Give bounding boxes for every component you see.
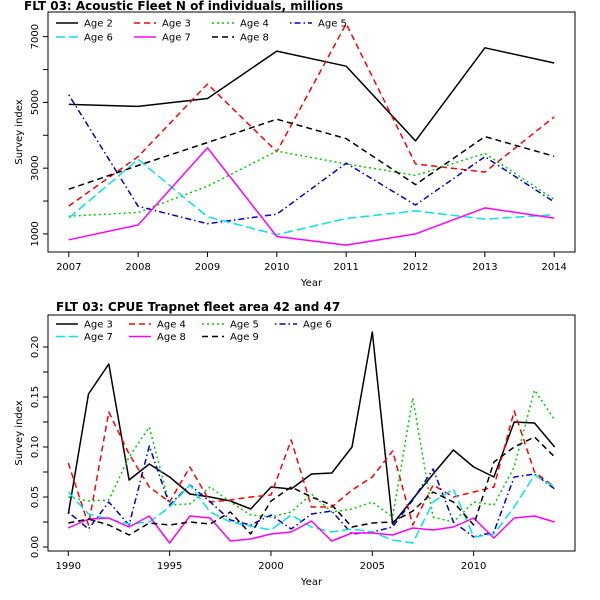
legend-entry: Age 8 [240, 33, 269, 44]
y-tick-label: 0.10 [30, 436, 41, 458]
x-tick-label: 2000 [258, 561, 283, 572]
x-tick-label: 1990 [56, 561, 81, 572]
x-tick-label: 2014 [541, 262, 566, 273]
legend: Age 2 Age 3 Age 4 Age 5 Age 6 Age 7 Age 8 [56, 19, 347, 44]
series-line-age-8 [68, 118, 555, 190]
series-line-age-7 [68, 147, 555, 246]
legend-entry: Age 6 [303, 320, 332, 331]
chart-acoustic-fleet: FLT 03: Acoustic Fleet N of individuals,… [14, 0, 576, 289]
y-tick-label: 3000 [30, 155, 41, 180]
legend-entry: Age 5 [230, 320, 259, 331]
x-tick-label: 2013 [472, 262, 497, 273]
legend-entry: Age 7 [162, 33, 191, 44]
y-tick-label: 0.00 [30, 536, 41, 558]
legend-entry: Age 3 [162, 19, 191, 30]
series-line-age-8 [67, 515, 555, 544]
series-line-age-5 [68, 94, 555, 225]
y-axis-label: Survey index [14, 400, 25, 465]
series-line-age-6 [67, 445, 556, 538]
y-tick-label: 1000 [30, 221, 41, 246]
x-tick-label: 2010 [461, 561, 486, 572]
legend: Age 3 Age 4 Age 5 Age 6 Age 7 Age 8 Age 9 [56, 320, 332, 343]
legend-entry: Age 6 [84, 33, 113, 44]
y-tick-label: 7000 [30, 24, 41, 49]
x-tick-label: 2008 [125, 262, 150, 273]
x-tick-label: 2007 [56, 262, 81, 273]
legend-entry: Age 8 [157, 332, 186, 343]
chart-title: FLT 03: Acoustic Fleet N of individuals,… [24, 0, 343, 13]
x-tick-label: 2005 [360, 561, 385, 572]
y-tick-label: 0.15 [30, 386, 41, 408]
y-axis-label: Survey index [14, 99, 25, 164]
plot-frame [47, 314, 576, 552]
x-tick-label: 2009 [195, 262, 220, 273]
x-tick-label: 2010 [264, 262, 289, 273]
chart-cpue-trapnet: FLT 03: CPUE Trapnet fleet area 42 and 4… [14, 300, 576, 588]
series-line-age-3 [68, 23, 555, 207]
plot-frame [47, 11, 576, 253]
x-axis-label: Year [300, 577, 323, 588]
series-line-age-9 [68, 436, 556, 536]
series-line-age-3 [67, 331, 556, 525]
legend-entry: Age 4 [157, 320, 186, 331]
legend-entry: Age 4 [240, 19, 269, 30]
legend-entry: Age 5 [318, 19, 347, 30]
legend-entry: Age 3 [84, 320, 113, 331]
series-line-age-7 [67, 474, 556, 544]
series-line-age-6 [68, 158, 555, 236]
chart-title: FLT 03: CPUE Trapnet fleet area 42 and 4… [56, 300, 340, 314]
series-line-age-4 [67, 410, 556, 526]
series-line-age-2 [68, 47, 555, 142]
y-tick-label: 0.20 [30, 336, 41, 358]
legend-entry: Age 2 [84, 19, 113, 30]
x-tick-label: 2011 [333, 262, 358, 273]
x-tick-label: 1995 [157, 561, 182, 572]
series-line-age-5 [68, 389, 556, 523]
legend-entry: Age 7 [84, 332, 113, 343]
legend-entry: Age 9 [230, 332, 259, 343]
y-tick-label: 5000 [30, 90, 41, 115]
x-tick-label: 2012 [403, 262, 428, 273]
y-tick-label: 0.05 [30, 486, 41, 508]
series-line-age-4 [68, 150, 555, 217]
x-axis-label: Year [300, 278, 323, 289]
